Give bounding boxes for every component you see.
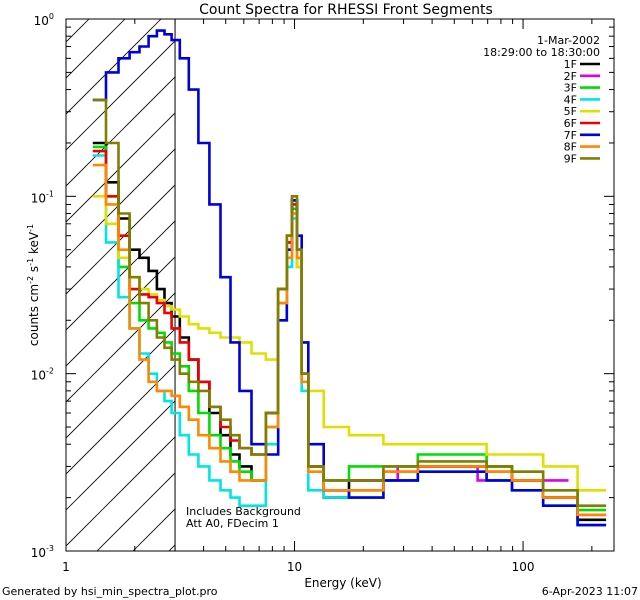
timestamp-label: 6-Apr-2023 11:07 <box>542 585 638 598</box>
time-range-label: 18:29:00 to 18:30:00 <box>483 46 600 59</box>
hatch-line <box>66 76 176 187</box>
series-1f <box>92 141 607 522</box>
hatch-line <box>96 472 176 551</box>
x-tick-label: 1 <box>62 560 70 574</box>
axis-ticks <box>65 18 614 552</box>
hatch-line <box>66 19 126 79</box>
x-tick-label: 10 <box>287 560 302 574</box>
hatch-line <box>66 220 176 331</box>
date-label: 1-Mar-2002 <box>537 34 600 47</box>
y-tick-label: 10-3 <box>31 544 54 560</box>
series-layer <box>92 29 607 527</box>
legend-label: 2F <box>564 70 577 83</box>
y-tick-labels: 10-3 10-2 10-1 100 <box>31 12 54 560</box>
hatch-line <box>66 19 90 43</box>
hatch-line <box>66 184 176 295</box>
chart-title: Count Spectra for RHESSI Front Segments <box>199 2 493 18</box>
y-axis-label: counts cm-2 s-1 keV-1 <box>26 224 41 346</box>
hatch-line <box>132 508 176 551</box>
series-7f <box>92 29 607 527</box>
legend-label: 3F <box>564 82 577 95</box>
series-5f <box>92 195 607 492</box>
legend-label: 1F <box>564 58 577 71</box>
x-axis-label: Energy (keV) <box>304 576 381 590</box>
x-tick-labels: 1 10 100 <box>62 560 534 574</box>
legend-label: 8F <box>564 141 577 154</box>
hatch-line <box>66 436 176 547</box>
y-tick-label: 100 <box>34 12 54 28</box>
legend-label: 5F <box>564 105 577 118</box>
hatch-line <box>624 0 640 600</box>
legend-label: 9F <box>564 152 577 165</box>
hatch-line <box>66 40 176 151</box>
hatch-line <box>66 256 176 367</box>
y-tick-label: 10-1 <box>31 189 54 205</box>
generated-by-label: Generated by hsi_min_spectra_plot.pro <box>2 585 218 598</box>
y-tick-label: 10-2 <box>31 367 54 383</box>
hatch-line <box>66 19 162 115</box>
legend-label: 6F <box>564 117 577 130</box>
annotation-attenuator: Att A0, FDecim 1 <box>186 517 279 530</box>
annotation-background: Includes Background <box>186 505 301 518</box>
annotations: Includes Background Att A0, FDecim 1 <box>186 505 301 530</box>
hatch-line <box>480 0 640 600</box>
legend-label: 7F <box>564 129 577 142</box>
series-9f <box>92 98 607 507</box>
info-box: 1-Mar-2002 18:29:00 to 18:30:00 <box>483 34 600 59</box>
hatch-line <box>66 292 176 403</box>
x-tick-label: 100 <box>512 560 535 574</box>
series-6f <box>92 149 607 517</box>
plot-frame <box>65 18 615 552</box>
legend-label: 4F <box>564 93 577 106</box>
hatch-line <box>66 400 176 511</box>
series-2f <box>328 465 569 482</box>
series-8f <box>92 163 607 517</box>
